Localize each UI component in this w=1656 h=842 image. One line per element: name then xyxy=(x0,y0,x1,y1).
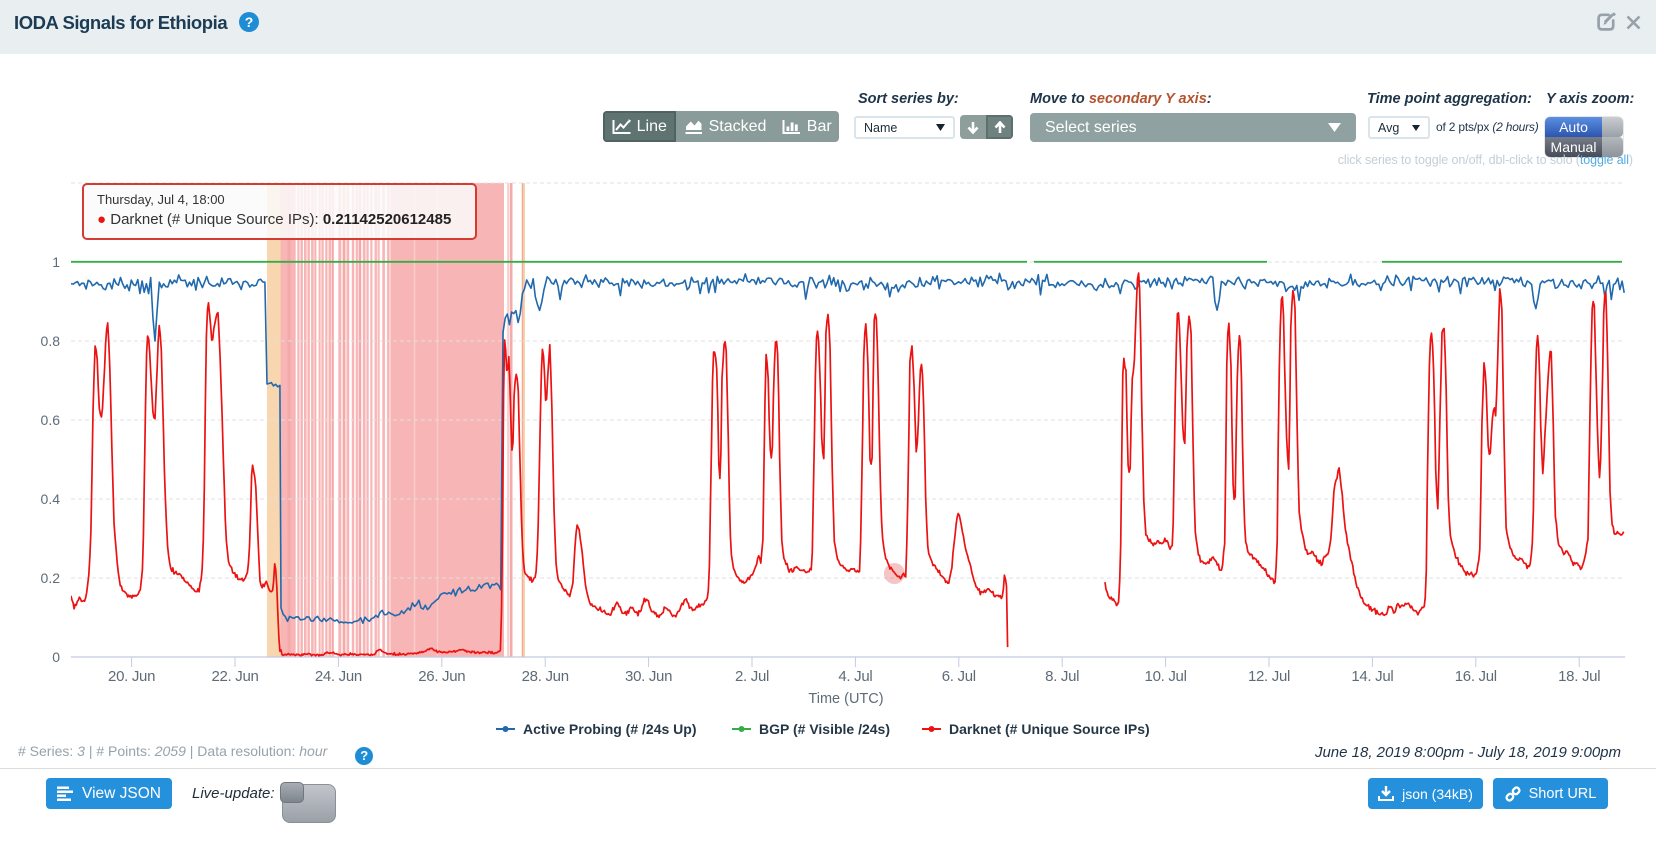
svg-text:0.2: 0.2 xyxy=(41,570,61,586)
svg-text:30. Jun: 30. Jun xyxy=(625,668,672,685)
svg-text:10. Jul: 10. Jul xyxy=(1145,668,1187,685)
svg-text:Time (UTC): Time (UTC) xyxy=(808,691,883,707)
svg-text:Darknet (# Unique Source IPs): Darknet (# Unique Source IPs) xyxy=(949,721,1150,737)
svg-text:1: 1 xyxy=(52,254,60,270)
svg-text:26. Jun: 26. Jun xyxy=(418,668,465,685)
svg-text:12. Jul: 12. Jul xyxy=(1248,668,1290,685)
svg-text:24. Jun: 24. Jun xyxy=(315,668,362,685)
svg-text:Active Probing (# /24s Up): Active Probing (# /24s Up) xyxy=(523,721,696,737)
svg-text:2. Jul: 2. Jul xyxy=(735,668,769,685)
svg-text:0.6: 0.6 xyxy=(41,412,61,428)
svg-text:4. Jul: 4. Jul xyxy=(838,668,872,685)
svg-text:14. Jul: 14. Jul xyxy=(1351,668,1393,685)
svg-text:0.4: 0.4 xyxy=(41,491,61,507)
svg-text:18. Jul: 18. Jul xyxy=(1558,668,1600,685)
svg-text:20. Jun: 20. Jun xyxy=(108,668,155,685)
svg-text:0: 0 xyxy=(52,649,60,665)
svg-text:22. Jun: 22. Jun xyxy=(211,668,258,685)
svg-text:16. Jul: 16. Jul xyxy=(1455,668,1497,685)
svg-text:0.8: 0.8 xyxy=(41,333,61,349)
svg-text:6. Jul: 6. Jul xyxy=(942,668,976,685)
svg-text:28. Jun: 28. Jun xyxy=(522,668,569,685)
svg-text:8. Jul: 8. Jul xyxy=(1045,668,1079,685)
svg-text:BGP (# Visible /24s): BGP (# Visible /24s) xyxy=(759,721,890,737)
